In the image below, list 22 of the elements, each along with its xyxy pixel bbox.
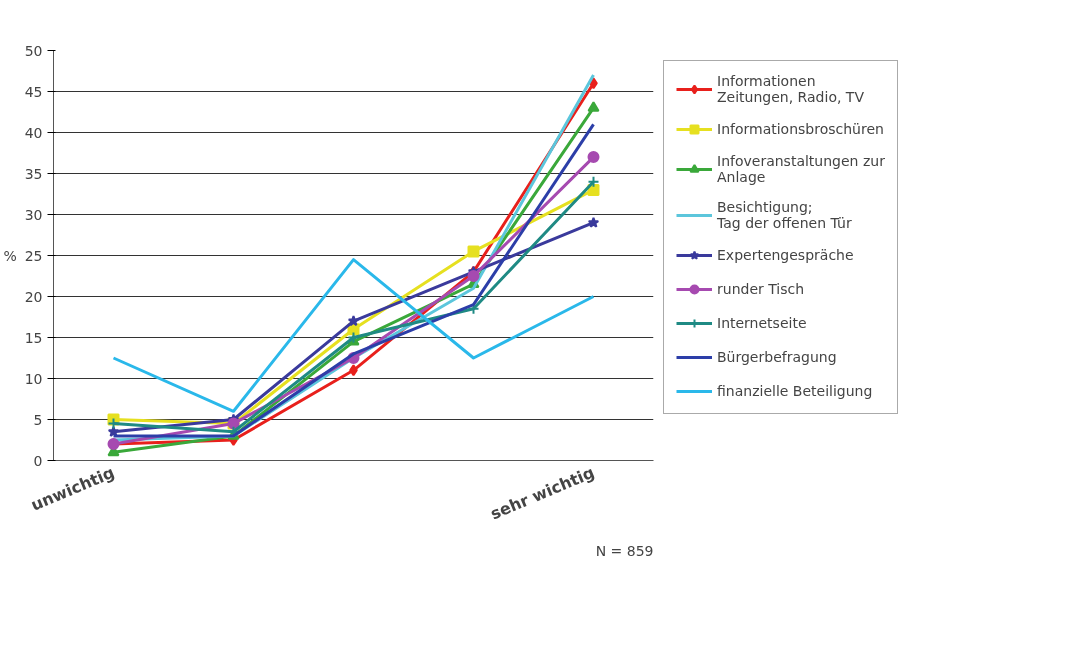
y-tick-label: 0 (33, 452, 43, 469)
y-tick-label: 20 (24, 288, 43, 305)
y-tick-label: 10 (24, 370, 43, 387)
y-tick-label: 5 (33, 411, 43, 428)
y-tick-label: 25 (24, 247, 43, 264)
y-tick-label: 35 (24, 165, 43, 182)
y-tick-label: 50 (24, 42, 43, 59)
legend-label: Bürgerbefragung (717, 348, 837, 367)
y-tick-label: 15 (24, 329, 43, 346)
y-tick-label: 30 (24, 206, 43, 223)
legend-label: Internetseite (717, 314, 807, 333)
legend-label: Informationen Zeitungen, Radio, TV (717, 73, 864, 105)
y-tick-label: 45 (24, 83, 43, 100)
legend-label: Besichtigung; Tag der offenen Tür (717, 199, 852, 231)
legend-label: finanzielle Beteiligung (717, 382, 873, 401)
legend-label: runder Tisch (717, 280, 805, 299)
text: N = 859 (595, 542, 654, 559)
y-tick-label: 40 (24, 124, 43, 141)
legend-label: Informationsbroschüren (717, 120, 884, 139)
legend-label: Expertengespräche (717, 246, 854, 265)
legend-label: Infoveranstaltungen zur Anlage (717, 153, 885, 185)
y-axis-title: % (3, 247, 17, 264)
